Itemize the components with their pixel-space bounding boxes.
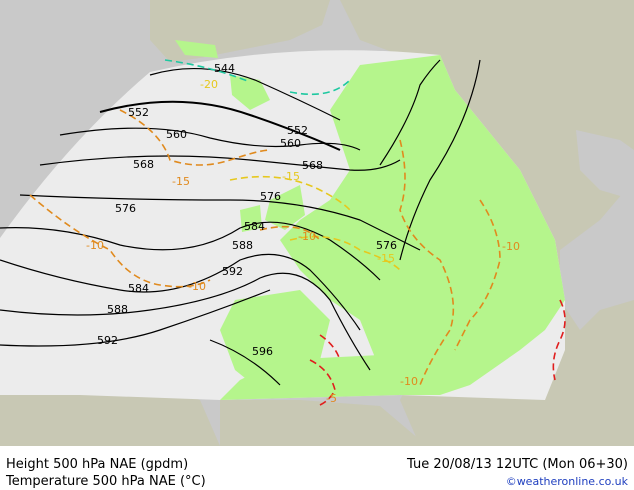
height-label: 592 [222, 265, 243, 278]
temp-label: -15 [377, 252, 395, 265]
height-label: 552 [128, 106, 149, 119]
height-label: 596 [252, 345, 273, 358]
height-label: 568 [133, 158, 154, 171]
height-label: 560 [280, 137, 301, 150]
temp-label: -10 [502, 240, 520, 253]
domain-land [175, 40, 565, 400]
height-contours [0, 59, 481, 386]
height-label: 560 [166, 128, 187, 141]
map-canvas: 544 552 552 560 560 568 568 576 576 584 … [0, 0, 634, 446]
height-field-title: Height 500 hPa NAE (gpdm) [6, 457, 189, 472]
temp-label: -15 [172, 175, 190, 188]
weather-map: 544 552 552 560 560 568 568 576 576 584 … [0, 0, 634, 446]
height-label: 576 [376, 239, 397, 252]
temp-label: -10 [298, 230, 316, 243]
temp-label: -20 [200, 78, 218, 91]
height-label: 592 [97, 334, 118, 347]
height-label: 584 [244, 220, 265, 233]
temp-label: -10 [400, 375, 418, 388]
height-label: 588 [107, 303, 128, 316]
height-label: 576 [260, 190, 281, 203]
credit-link[interactable]: ©weatheronline.co.uk [505, 475, 628, 488]
temperature-field-title: Temperature 500 hPa NAE (°C) [6, 474, 206, 489]
temperature-labels: -20 -15 -15 -10 -10 -10 -10 -10 -15 -5 [86, 78, 520, 405]
height-label: 576 [115, 202, 136, 215]
height-label: 544 [214, 62, 235, 75]
height-label: 588 [232, 239, 253, 252]
map-caption: Height 500 hPa NAE (gpdm) Temperature 50… [0, 446, 634, 490]
temperature-contours [29, 59, 566, 406]
height-label: 552 [287, 124, 308, 137]
temp-label: -10 [86, 239, 104, 252]
valid-time: Tue 20/08/13 12UTC (Mon 06+30) [407, 457, 628, 472]
temp-label: -15 [282, 170, 300, 183]
temp-label: -5 [326, 392, 337, 405]
height-labels: 544 552 552 560 560 568 568 576 576 584 … [97, 62, 397, 358]
height-label: 568 [302, 159, 323, 172]
temp-label: -10 [188, 280, 206, 293]
height-label: 584 [128, 282, 149, 295]
